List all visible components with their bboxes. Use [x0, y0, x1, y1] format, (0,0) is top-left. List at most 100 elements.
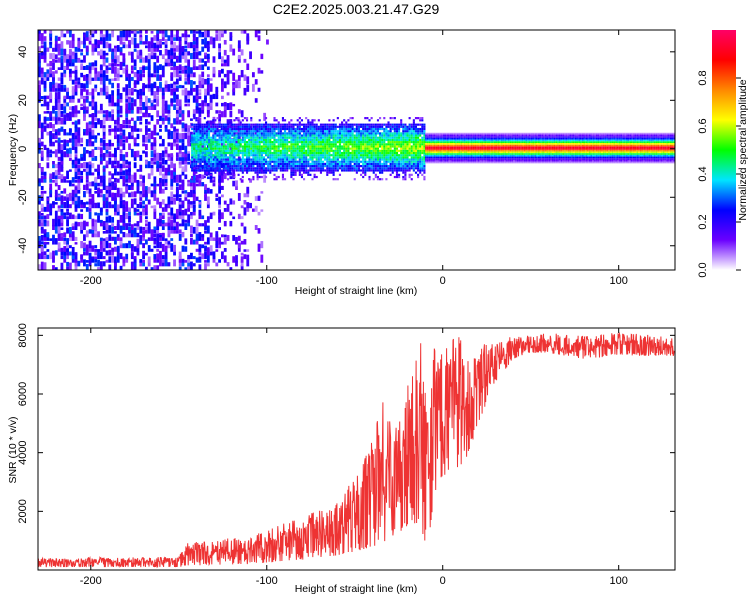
- spectrogram-cell: [122, 143, 126, 150]
- spectrogram-cell: [421, 145, 424, 148]
- spectrogram-cell: [317, 165, 320, 168]
- spectrogram-cell: [300, 136, 304, 139]
- spectrogram-cell: [88, 191, 92, 198]
- spectrogram-cell: [347, 160, 350, 163]
- spectrogram-cell: [199, 149, 202, 152]
- spectrogram-cell: [421, 132, 424, 135]
- spectrogram-cell: [178, 138, 182, 143]
- spectrogram-cell: [128, 88, 131, 96]
- spectrogram-cell: [99, 175, 103, 183]
- spectrogram-cell: [205, 169, 208, 172]
- spectrogram-cell: [222, 151, 225, 155]
- spectrogram-cell: [303, 151, 306, 155]
- spectrogram-cell: [210, 160, 213, 163]
- spectrogram-cell: [437, 132, 440, 135]
- spectrogram-cell: [281, 156, 285, 159]
- spectrogram-cell: [184, 87, 188, 96]
- spectrogram-cell: [347, 136, 350, 139]
- spectrogram-cell: [173, 163, 176, 169]
- spectrogram-cell: [49, 238, 53, 241]
- spectrogram-cell: [404, 156, 407, 159]
- spectrogram-cell: [46, 152, 50, 158]
- spectrogram-cell: [128, 227, 131, 234]
- spectrogram-cell: [406, 169, 409, 172]
- spectrogram-cell: [159, 212, 162, 216]
- spectrogram-cell: [197, 143, 200, 146]
- spectrogram-cell: [417, 160, 420, 163]
- spectrogram-cell: [71, 94, 75, 100]
- spectrogram-cell: [94, 250, 98, 256]
- spectrogram-cell: [206, 216, 210, 223]
- spectrogram-cell: [190, 201, 193, 205]
- spectrogram-cell: [328, 162, 331, 166]
- spectrogram-cell: [83, 74, 86, 81]
- spectrogram-cell: [197, 154, 200, 157]
- spectrogram-cell: [94, 86, 98, 92]
- spectrogram-cell: [326, 160, 329, 163]
- spectrogram-cell: [260, 254, 264, 263]
- spectrogram-cell: [229, 125, 232, 128]
- spectrogram-cell: [184, 151, 188, 158]
- spectrogram-cell: [269, 136, 272, 139]
- spectrogram-cell: [437, 153, 440, 155]
- spectrogram-cell: [243, 239, 247, 245]
- spectrogram-cell: [218, 154, 221, 157]
- spectrogram-cell: [404, 127, 407, 131]
- spectrogram-cell: [206, 120, 210, 125]
- spectrogram-cell: [203, 143, 206, 146]
- spectrogram-cell: [170, 47, 174, 52]
- spectrogram-cell: [105, 153, 109, 158]
- spectrogram-cell: [332, 130, 335, 133]
- spectrogram-cell: [271, 145, 274, 148]
- spectrogram-cell: [111, 236, 115, 241]
- spectrogram-cell: [122, 256, 126, 263]
- spectrogram-cell: [63, 114, 67, 121]
- spectrogram-cell: [233, 125, 236, 128]
- spectrogram-cell: [235, 167, 238, 170]
- spectrogram-cell: [273, 173, 276, 176]
- spectrogram-cell: [322, 123, 325, 126]
- spectrogram-cell: [231, 143, 234, 146]
- spectrogram-cell: [57, 109, 61, 118]
- spectrogram-cell: [205, 136, 208, 139]
- spectrogram-cell: [128, 80, 131, 89]
- spectrogram-cell: [192, 208, 196, 216]
- spectrogram-cell: [60, 30, 64, 38]
- spectrogram-cell: [360, 123, 363, 126]
- spectrogram-cell: [317, 154, 320, 157]
- spectrogram-cell: [368, 149, 371, 152]
- spectrogram-cell: [370, 127, 373, 131]
- spectrogram-cell: [402, 171, 405, 174]
- spectrogram-cell: [332, 119, 335, 122]
- spectrogram-cell: [91, 149, 95, 158]
- spectrogram-cell: [175, 132, 179, 140]
- spectrogram-cell: [170, 178, 174, 187]
- spectrogram-cell: [150, 167, 154, 176]
- spectrogram-cell: [94, 67, 98, 74]
- spectrogram-cell: [294, 132, 297, 135]
- spectrogram-cell: [164, 48, 168, 56]
- spectrogram-cell: [254, 158, 257, 161]
- spectrogram-cell: [243, 226, 247, 234]
- spectrogram-cell: [57, 234, 61, 241]
- spectrogram-cell: [341, 134, 344, 137]
- spectrogram-cell: [220, 138, 223, 142]
- spectrogram-cell: [362, 134, 365, 137]
- spectrogram-cell: [300, 154, 304, 157]
- spectrogram-cell: [279, 156, 282, 159]
- spectrogram-cell: [66, 132, 69, 136]
- spectrogram-cell: [80, 72, 84, 78]
- spectrogram-cell: [167, 224, 171, 230]
- spectrogram-cell: [136, 232, 140, 238]
- spectrogram-cell: [326, 156, 329, 159]
- spectrogram-cell: [147, 64, 151, 70]
- spectrogram-cell: [254, 79, 258, 85]
- spectrogram-cell: [206, 46, 210, 52]
- spectrogram-cell: [229, 167, 232, 170]
- spectrogram-cell: [402, 158, 405, 161]
- spectrogram-cell: [353, 156, 356, 159]
- spectrogram-cell: [406, 132, 409, 135]
- spectrogram-cell: [435, 156, 438, 159]
- spectrogram-cell: [114, 132, 117, 140]
